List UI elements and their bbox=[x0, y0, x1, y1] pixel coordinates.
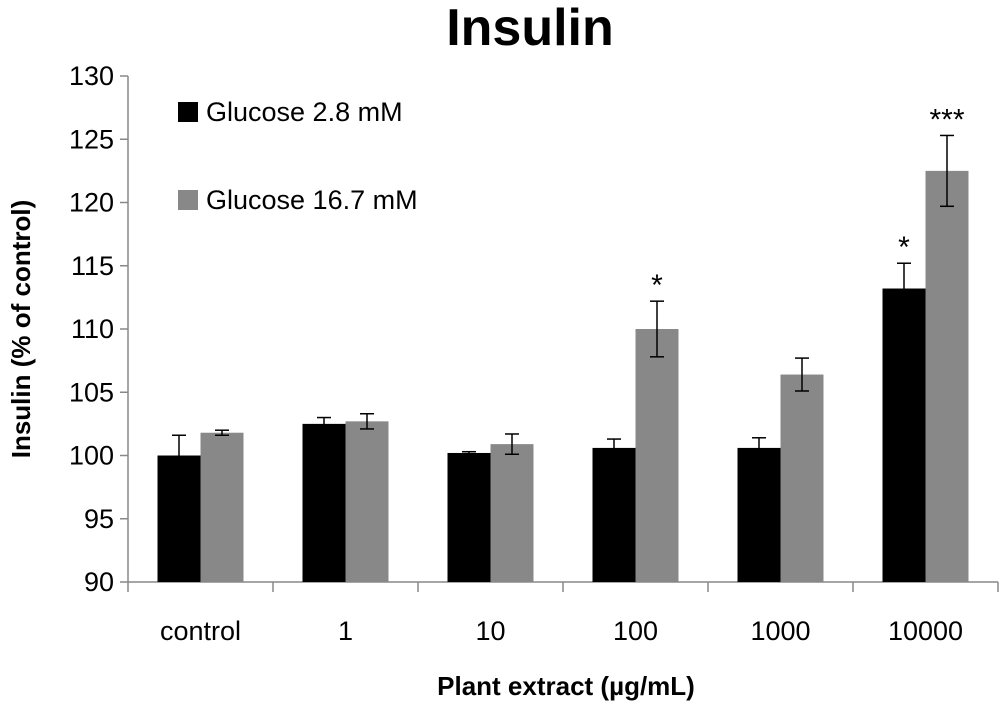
significance-label: * bbox=[898, 231, 910, 264]
legend-entry-label: Glucose 16.7 mM bbox=[206, 185, 418, 215]
x-axis-label: Plant extract (µg/mL) bbox=[437, 671, 695, 701]
significance-label: * bbox=[651, 269, 663, 302]
legend-entry-label: Glucose 2.8 mM bbox=[206, 97, 403, 127]
y-axis-label: Insulin (% of control) bbox=[6, 200, 36, 459]
bar bbox=[635, 329, 679, 582]
bar bbox=[447, 452, 491, 582]
y-tick-label: 125 bbox=[69, 124, 114, 154]
bar bbox=[925, 170, 969, 582]
x-tick-label: 10000 bbox=[888, 616, 963, 646]
y-tick-label: 105 bbox=[69, 377, 114, 407]
bar bbox=[592, 447, 636, 582]
bar bbox=[302, 423, 346, 582]
legend-swatch bbox=[178, 102, 198, 122]
y-tick-label: 115 bbox=[71, 251, 114, 281]
chart-title: Insulin bbox=[446, 0, 614, 57]
x-tick-label: 1000 bbox=[750, 616, 810, 646]
y-tick-label: 120 bbox=[69, 188, 114, 218]
bar bbox=[882, 288, 926, 582]
bar bbox=[780, 374, 824, 582]
significance-label: *** bbox=[929, 103, 964, 136]
bar bbox=[737, 447, 781, 582]
legend: Glucose 2.8 mM Glucose 16.7 mM bbox=[178, 97, 418, 215]
x-tick-label: 1 bbox=[338, 616, 353, 646]
bar bbox=[200, 432, 244, 582]
bar bbox=[345, 421, 389, 582]
x-tick-label: control bbox=[160, 616, 241, 646]
y-tick-label: 90 bbox=[84, 567, 114, 597]
y-tick-label: 110 bbox=[71, 314, 114, 344]
x-tick-label: 100 bbox=[613, 616, 658, 646]
y-tick-label: 95 bbox=[84, 504, 114, 534]
bar bbox=[157, 455, 201, 582]
y-tick-label: 100 bbox=[69, 441, 114, 471]
legend-swatch bbox=[178, 190, 198, 210]
bar bbox=[490, 444, 534, 582]
x-tick-label: 10 bbox=[475, 616, 505, 646]
y-tick-label: 130 bbox=[69, 61, 114, 91]
